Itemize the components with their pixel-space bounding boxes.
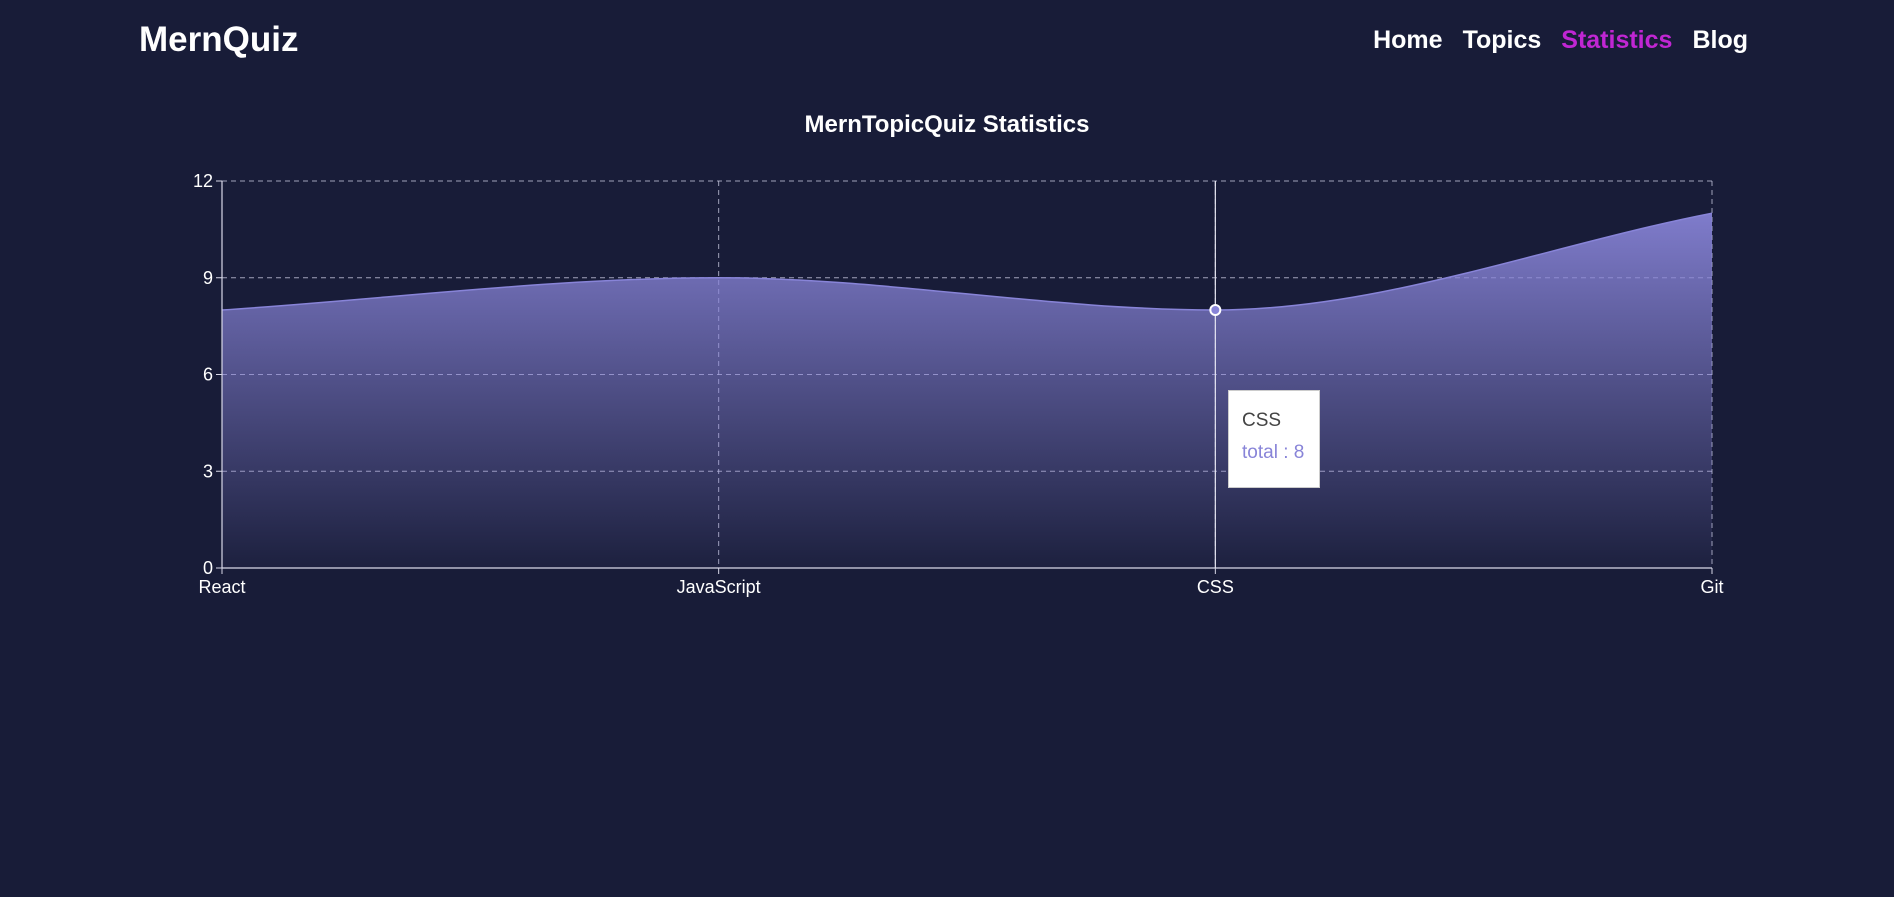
y-tick-label: 9 [203, 268, 213, 288]
navbar: MernQuiz Home Topics Statistics Blog [0, 0, 1894, 84]
nav-link-home[interactable]: Home [1373, 26, 1443, 54]
tooltip-label: CSS [1242, 410, 1282, 431]
area-fill [222, 213, 1712, 568]
chart-title: MernTopicQuiz Statistics [804, 111, 1090, 138]
nav-link-blog[interactable]: Blog [1692, 26, 1748, 54]
active-data-point [1209, 304, 1222, 316]
x-tick-label: Git [1700, 577, 1723, 597]
chart-axes: 0 3 6 9 12 React JavaScript CSS Git [193, 171, 1724, 597]
area-line [221, 212, 1713, 311]
y-tick-label: 3 [203, 461, 213, 481]
nav-link-topics[interactable]: Topics [1462, 26, 1542, 54]
tooltip-value: total : 8 [1242, 442, 1305, 463]
x-tick-label: JavaScript [677, 577, 761, 597]
x-tick-label: React [198, 577, 245, 597]
y-tick-label: 0 [203, 558, 213, 578]
chart-area-layer [221, 212, 1713, 568]
chart-markers [1209, 181, 1222, 568]
y-tick-label: 12 [193, 171, 213, 191]
chart-tooltip: CSS total : 8 [1228, 390, 1320, 488]
x-tick-label: CSS [1197, 577, 1234, 597]
y-tick-label: 6 [203, 365, 213, 385]
nav-link-statistics[interactable]: Statistics [1561, 26, 1673, 54]
brand-logo[interactable]: MernQuiz [139, 20, 299, 59]
nav-links: Home Topics Statistics Blog [1373, 26, 1748, 55]
